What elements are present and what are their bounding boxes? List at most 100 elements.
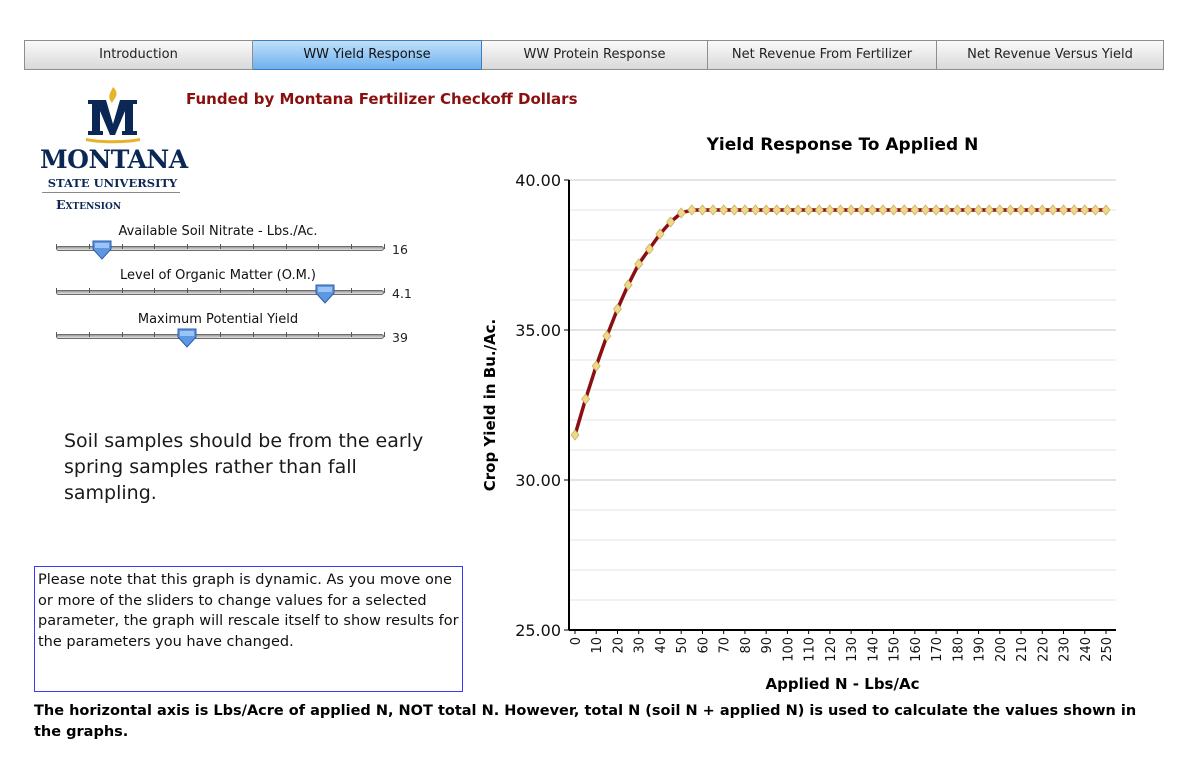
- data-point: [623, 279, 633, 291]
- data-point: [634, 258, 644, 270]
- tab-net-revenue-versus-yield[interactable]: Net Revenue Versus Yield: [937, 40, 1164, 70]
- x-tick-label: 130: [845, 637, 860, 662]
- slider-tick: [154, 244, 156, 249]
- data-point: [889, 204, 899, 216]
- data-point: [761, 204, 771, 216]
- tab-bar: Introduction WW Yield Response WW Protei…: [24, 40, 1164, 70]
- logo-divider: [42, 192, 180, 193]
- slider-tick: [384, 244, 385, 249]
- tab-net-revenue-from-fertilizer[interactable]: Net Revenue From Fertilizer: [708, 40, 937, 70]
- slider-soil-nitrate[interactable]: Available Soil Nitrate - Lbs./Ac. 16: [52, 224, 432, 270]
- slider-thumb-icon[interactable]: [177, 328, 197, 348]
- tab-ww-protein-response[interactable]: WW Protein Response: [482, 40, 708, 70]
- data-point: [676, 207, 686, 219]
- data-point: [591, 360, 601, 372]
- y-axis-label: Crop Yield in Bu./Ac.: [481, 319, 499, 491]
- data-point: [602, 330, 612, 342]
- x-tick-label: 40: [654, 637, 669, 654]
- y-tick-label: 25.00: [515, 621, 561, 640]
- data-point: [655, 228, 665, 240]
- dynamic-graph-info-box: Please note that this graph is dynamic. …: [34, 566, 463, 692]
- logo-extension: Extension: [56, 197, 122, 212]
- slider-max-potential-yield[interactable]: Maximum Potential Yield 39: [52, 312, 432, 358]
- slider-tick: [154, 288, 156, 293]
- slider-tick: [252, 288, 254, 293]
- data-point: [793, 204, 803, 216]
- data-point: [1005, 204, 1015, 216]
- x-tick-label: 100: [781, 637, 796, 662]
- slider-max-potential-yield-value: 39: [392, 330, 408, 345]
- x-tick-label: 10: [590, 637, 605, 654]
- data-point: [1048, 204, 1058, 216]
- x-tick-label: 210: [1015, 637, 1030, 662]
- slider-soil-nitrate-label: Available Soil Nitrate - Lbs./Ac.: [118, 224, 318, 239]
- slider-tick: [285, 244, 287, 249]
- data-point: [857, 204, 867, 216]
- x-tick-label: 0: [569, 637, 584, 645]
- data-point: [719, 204, 729, 216]
- slider-thumb-icon[interactable]: [315, 284, 335, 304]
- data-point: [1090, 204, 1100, 216]
- slider-tick: [88, 288, 90, 293]
- x-tick-label: 70: [718, 637, 733, 654]
- data-point: [1027, 204, 1037, 216]
- data-point: [740, 204, 750, 216]
- x-tick-label: 220: [1036, 637, 1051, 662]
- slider-tick: [121, 288, 123, 293]
- data-point: [974, 204, 984, 216]
- slider-organic-matter-label: Level of Organic Matter (O.M.): [120, 268, 316, 283]
- slider-tick: [351, 244, 353, 249]
- slider-tick: [285, 332, 287, 337]
- x-axis-label: Applied N - Lbs/Ac: [766, 675, 920, 693]
- data-point: [963, 204, 973, 216]
- data-point: [1069, 204, 1079, 216]
- x-tick-label: 160: [909, 637, 924, 662]
- slider-tick: [384, 288, 385, 293]
- data-point: [825, 204, 835, 216]
- data-point: [1101, 204, 1111, 216]
- data-point: [1059, 204, 1069, 216]
- data-point: [814, 204, 824, 216]
- slider-organic-matter[interactable]: Level of Organic Matter (O.M.) 4.1: [52, 268, 432, 314]
- data-point: [942, 204, 952, 216]
- data-point: [931, 204, 941, 216]
- tab-ww-yield-response[interactable]: WW Yield Response: [253, 40, 482, 70]
- data-point: [581, 393, 591, 405]
- slider-thumb-icon[interactable]: [92, 240, 112, 260]
- data-point: [910, 204, 920, 216]
- yield-response-chart: 25.00 30.00 35.00 40.00 0 10 20 30 40 50 60 70 80 90 1…: [481, 135, 1116, 693]
- data-point: [878, 204, 888, 216]
- x-tick-label: 60: [696, 637, 711, 654]
- funded-by-text: Funded by Montana Fertilizer Checkoff Do…: [186, 90, 578, 108]
- slider-tick: [154, 332, 156, 337]
- data-point: [920, 204, 930, 216]
- slider-tick: [220, 288, 221, 293]
- data-point: [729, 204, 739, 216]
- x-tick-label: 230: [1058, 637, 1073, 662]
- slider-tick: [351, 332, 353, 337]
- slider-tick: [56, 288, 57, 293]
- data-point: [899, 204, 909, 216]
- x-tick-label: 110: [803, 637, 818, 662]
- data-point: [952, 204, 962, 216]
- slider-tick: [56, 244, 57, 249]
- x-tick-label: 200: [994, 637, 1009, 662]
- slider-tick: [384, 332, 385, 337]
- x-tick-label: 120: [824, 637, 839, 662]
- x-tick-label: 150: [888, 637, 903, 662]
- slider-tick: [351, 288, 353, 293]
- data-point: [835, 204, 846, 216]
- x-tick-label: 90: [760, 637, 775, 654]
- slider-tick: [187, 288, 189, 293]
- soil-sample-note: Soil samples should be from the early sp…: [64, 430, 424, 504]
- x-tick-label: 140: [866, 637, 881, 662]
- data-point: [612, 303, 622, 315]
- slider-tick: [121, 244, 123, 249]
- slider-tick: [318, 332, 320, 337]
- slider-tick: [252, 244, 254, 249]
- tab-introduction[interactable]: Introduction: [24, 40, 253, 70]
- slider-tick: [285, 288, 287, 293]
- data-point: [708, 204, 718, 216]
- slider-tick: [187, 244, 189, 249]
- y-tick-label: 35.00: [515, 321, 561, 340]
